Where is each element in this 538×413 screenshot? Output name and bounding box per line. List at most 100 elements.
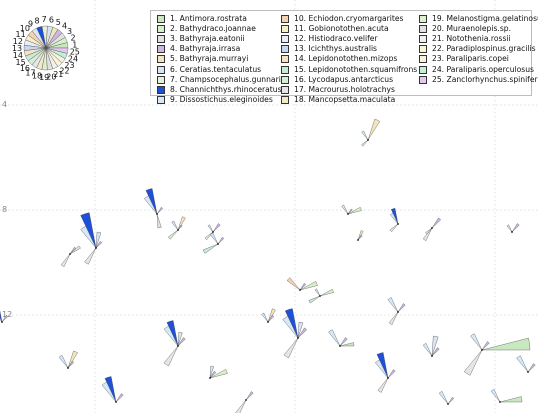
legend-column: 19. Melanostigma.gelatinosum 20. Muraenol…	[419, 14, 538, 105]
key-number: 5	[56, 18, 61, 27]
legend-label: 23. Paraliparis.copei	[432, 54, 509, 64]
legend-label: 20. Muraenolepis.sp.	[432, 24, 512, 34]
station-sector	[308, 295, 321, 304]
legend-item: 25. Zanclorhynchus.spinifer	[419, 75, 538, 85]
legend-swatch	[157, 75, 165, 84]
legend-item: 2. Bathydraco.joannae	[157, 24, 277, 34]
key-number: 20	[46, 73, 56, 82]
station-glyph	[286, 277, 318, 291]
key-number: 12	[13, 37, 23, 46]
station-glyph	[308, 288, 334, 304]
station-sector	[163, 325, 179, 347]
station-sector	[202, 243, 219, 254]
station-point	[217, 243, 219, 245]
station-point	[212, 231, 214, 233]
station-sector	[299, 281, 318, 291]
key-number: 2	[70, 33, 75, 42]
station-sector	[168, 229, 179, 240]
legend-swatch	[281, 95, 289, 104]
station-sector	[314, 288, 321, 297]
station-sector	[166, 320, 179, 347]
key-number: 17	[25, 69, 35, 78]
station-sector	[95, 231, 102, 249]
legend-item: 21. Notothenia.rossii	[419, 34, 537, 44]
station-sector	[115, 393, 124, 403]
legend-label: 4. Bathyraja.irrasa	[170, 44, 241, 54]
station-sector	[422, 343, 433, 357]
station-sector	[299, 283, 307, 291]
legend-swatch	[157, 35, 165, 44]
station-sector	[80, 226, 97, 249]
station-sector	[156, 213, 162, 229]
station-glyph	[235, 391, 254, 413]
key-sector	[45, 47, 69, 54]
station-glyph	[506, 223, 520, 233]
station-glyph	[204, 223, 221, 240]
latitude-label: 12	[2, 310, 13, 319]
station-glyph	[163, 320, 186, 367]
station-sector	[177, 216, 186, 231]
legend-label: 1. Antimora.rostrata	[170, 14, 247, 24]
station-glyph	[389, 208, 399, 232]
station-sector	[397, 303, 406, 313]
key-number: 24	[68, 55, 78, 64]
station-glyph	[438, 391, 455, 405]
legend-swatch	[281, 25, 289, 34]
station-glyph	[375, 352, 396, 393]
station-sector	[463, 349, 483, 376]
station-glyph	[357, 230, 364, 241]
legend-item: 24. Paraliparis.operculosus	[419, 64, 537, 74]
station-sector	[58, 355, 69, 369]
key-number: 13	[12, 44, 22, 53]
station-sector	[361, 130, 369, 141]
station-sector	[209, 365, 214, 379]
station-sector	[339, 337, 348, 347]
station-glyph	[490, 389, 523, 403]
legend-swatch	[157, 15, 165, 24]
station-point	[511, 231, 513, 233]
station-sector	[204, 231, 214, 240]
station-sector	[376, 352, 389, 379]
legend-label: 22. Paradiplospinus.gracilis	[432, 44, 536, 54]
station-point	[397, 311, 399, 313]
legend-swatch	[419, 35, 427, 44]
station-sector	[527, 363, 536, 373]
station-sector	[387, 369, 396, 379]
station-sector	[284, 308, 299, 339]
station-sector	[217, 237, 225, 245]
station-point	[177, 229, 179, 231]
legend-label: 9. Dissostichus.eleginoides	[170, 94, 273, 104]
legend-swatch	[157, 55, 165, 64]
station-sector	[390, 212, 399, 225]
station-glyph	[80, 212, 103, 265]
legend-label: 14. Lepidonotothen.mizops	[294, 54, 398, 64]
key-number: 3	[67, 27, 72, 36]
legend-swatch	[419, 45, 427, 54]
station-sector	[387, 297, 399, 313]
species-legend: 1. Antimora.rostrata 2. Bathydraco.joanna…	[150, 10, 538, 104]
legend-item: 16. Lycodapus.antarcticus	[281, 75, 415, 85]
station-sector	[267, 308, 276, 323]
legend-swatch	[281, 75, 289, 84]
legend-label: 16. Lycodapus.antarcticus	[294, 74, 394, 84]
latitude-label: 8	[2, 205, 8, 214]
station-point	[339, 345, 341, 347]
station-point	[67, 367, 69, 369]
key-number: 16	[20, 64, 30, 73]
station-sector	[511, 223, 520, 233]
legend-label: 6. Ceratias.tentaculatus	[170, 64, 262, 74]
station-sector	[177, 331, 183, 347]
station-point	[347, 213, 349, 215]
station-sector	[209, 371, 217, 379]
station-sector	[490, 389, 501, 403]
station-glyph	[422, 335, 440, 357]
station-sector	[357, 234, 363, 241]
station-sector	[438, 391, 449, 405]
legend-item: 13. Icichthys.australis	[281, 44, 415, 54]
legend-label: 13. Icichthys.australis	[294, 44, 378, 54]
legend-label: 19. Melanostigma.gelatinosum	[432, 14, 538, 24]
station-glyph	[60, 245, 81, 267]
station-sector	[339, 342, 355, 347]
station-sector	[67, 350, 78, 369]
station-point	[69, 253, 71, 255]
